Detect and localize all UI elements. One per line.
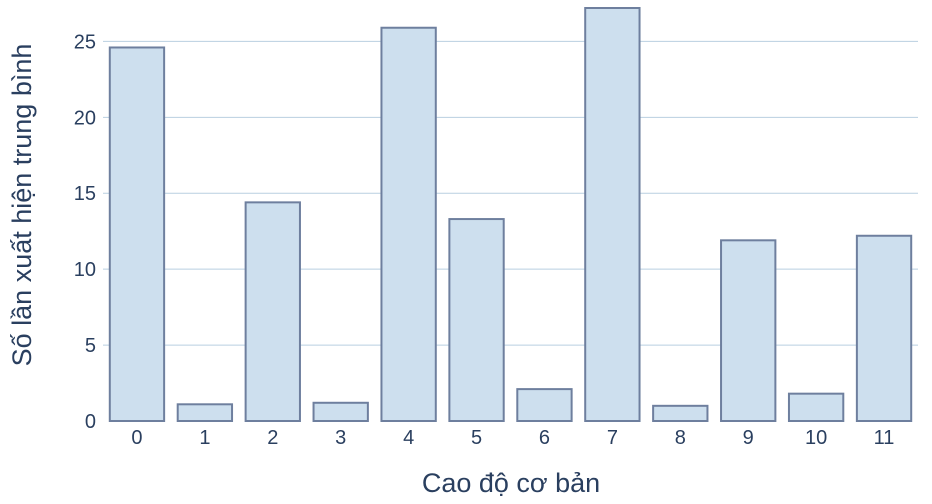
bar <box>516 388 573 423</box>
y-axis-title: Số lần xuất hiện trung bình <box>7 44 37 367</box>
gridlines <box>103 40 918 346</box>
x-tick-label: 9 <box>743 427 754 449</box>
x-tick-label: 8 <box>675 427 686 449</box>
x-tick-labels: 0 1 2 3 4 5 6 7 8 9 10 11 <box>131 427 894 449</box>
y-tick-label: 15 <box>74 183 96 205</box>
bar <box>380 26 437 422</box>
x-tick-label: 4 <box>403 427 414 449</box>
x-axis-title: Cao độ cơ bản <box>422 468 600 498</box>
x-tick-label: 0 <box>131 427 142 449</box>
bar <box>108 46 166 423</box>
x-tick-label: 5 <box>471 427 482 449</box>
x-tick-label: 7 <box>607 427 618 449</box>
y-tick-label: 20 <box>74 107 96 129</box>
y-tick-label: 0 <box>85 411 96 433</box>
bar <box>720 239 777 422</box>
x-tick-label: 2 <box>267 427 278 449</box>
bar <box>244 201 301 422</box>
y-tick-label: 5 <box>85 335 96 357</box>
x-tick-label: 6 <box>539 427 550 449</box>
bar <box>652 404 709 422</box>
x-tick-label: 10 <box>805 427 827 449</box>
y-tick-label: 10 <box>74 259 96 281</box>
y-tick-labels: 0 5 10 15 20 25 <box>74 31 96 433</box>
y-tick-label: 25 <box>74 31 96 53</box>
bar <box>855 234 913 422</box>
x-tick-label: 3 <box>335 427 346 449</box>
bar <box>584 7 641 422</box>
bar <box>448 218 505 422</box>
bar <box>312 401 369 423</box>
x-tick-label: 11 <box>874 427 895 449</box>
bar <box>787 392 845 423</box>
bar <box>176 403 234 422</box>
bars <box>108 7 913 423</box>
x-tick-label: 1 <box>199 427 210 449</box>
